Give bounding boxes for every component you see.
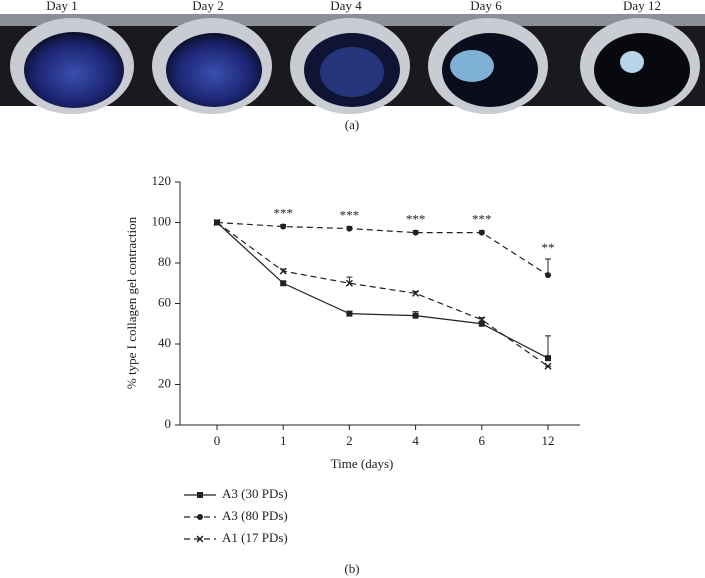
marker	[346, 310, 353, 317]
gel	[320, 47, 384, 97]
marker	[280, 280, 287, 287]
y-tick-label: 20	[158, 375, 171, 390]
y-tick-label: 80	[158, 254, 171, 269]
photo-label: Day 1	[46, 0, 77, 13]
y-tick-label: 0	[165, 416, 172, 431]
marker	[545, 355, 551, 362]
marker	[545, 272, 551, 279]
photo-label: Day 12	[623, 0, 661, 13]
legend-marker	[196, 535, 204, 543]
marker	[478, 320, 485, 327]
x-tick-label: 12	[542, 433, 555, 448]
photo	[0, 14, 705, 114]
y-tick-label: 60	[158, 294, 171, 309]
marker	[213, 218, 221, 227]
panel-label: (b)	[344, 561, 359, 576]
error-bar	[545, 335, 551, 359]
y-tick-label: 100	[152, 213, 172, 228]
series-line	[216, 222, 549, 359]
annotation: ***	[273, 206, 293, 221]
photo-label: Day 4	[330, 0, 362, 13]
x-tick-label: 2	[346, 433, 353, 448]
annotation: ***	[472, 212, 492, 227]
well	[24, 32, 124, 108]
legend-marker	[197, 514, 203, 520]
well	[594, 33, 690, 107]
x-tick-label: 0	[214, 433, 221, 448]
legend-marker	[197, 492, 203, 498]
marker	[478, 229, 485, 236]
panel-label: (a)	[345, 117, 359, 132]
well	[166, 33, 262, 107]
photo-label: Day 6	[470, 0, 502, 13]
marker	[544, 362, 552, 370]
marker	[478, 316, 486, 324]
x-tick-label: 4	[412, 433, 419, 448]
gel	[620, 51, 644, 73]
legend-label: A3 (30 PDs)	[222, 486, 288, 501]
legend-label: A3 (80 PDs)	[222, 508, 288, 523]
marker	[345, 279, 353, 287]
y-tick-label: 40	[158, 335, 171, 350]
marker	[280, 223, 287, 230]
marker	[412, 229, 419, 236]
photo-label: Day 2	[192, 0, 223, 13]
y-axis-label: % type I collagen gel contraction	[124, 216, 139, 389]
y-tick-label: 120	[152, 173, 172, 188]
marker	[412, 312, 419, 319]
series-line	[216, 222, 549, 367]
series-line	[216, 221, 549, 276]
x-axis-label: Time (days)	[331, 456, 394, 471]
legend-label: A1 (17 PDs)	[222, 530, 288, 545]
annotation: ***	[340, 208, 360, 223]
x-tick-label: 1	[280, 433, 287, 448]
marker	[346, 225, 353, 232]
annotation: ***	[406, 212, 426, 227]
gel	[450, 50, 494, 82]
annotation: **	[542, 240, 555, 255]
marker	[279, 267, 287, 275]
marker	[412, 289, 420, 297]
x-tick-label: 6	[479, 433, 486, 448]
